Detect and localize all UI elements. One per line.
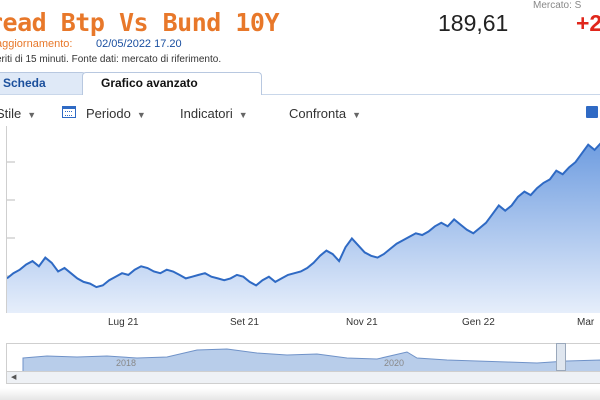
- confronta-dropdown[interactable]: Confronta ▼: [289, 106, 361, 121]
- tab-bar: Scheda Grafico avanzato: [0, 72, 600, 95]
- navigator-year-label: 2018: [116, 358, 137, 368]
- tab-scheda[interactable]: Scheda: [0, 72, 86, 94]
- price-change: +2: [576, 10, 600, 36]
- main-chart-svg: [6, 142, 600, 313]
- bottom-edge: [0, 388, 600, 400]
- update-label: aggiornamento:: [0, 38, 73, 50]
- navigator-svg: [22, 348, 600, 373]
- series-area: [7, 143, 600, 313]
- update-date: 02/05/2022 17.20: [96, 38, 182, 50]
- chart-scrollbar[interactable]: ◀: [6, 371, 600, 384]
- x-tick-label: Lug 21: [108, 317, 139, 328]
- indicatori-label: Indicatori: [180, 106, 233, 121]
- periodo-dropdown[interactable]: Periodo ▼: [86, 106, 146, 121]
- stile-dropdown[interactable]: Stile ▼: [0, 106, 36, 121]
- navigator-chart[interactable]: [6, 343, 600, 373]
- periodo-label: Periodo: [86, 106, 131, 121]
- page-title: read Btp Vs Bund 10Y: [0, 8, 280, 37]
- chevron-down-icon: ▼: [352, 110, 362, 120]
- chevron-down-icon: ▼: [136, 110, 146, 120]
- chart-toolbar: Stile ▼ Periodo ▼ Indicatori ▼ Confronta ▼: [0, 100, 600, 126]
- x-tick-label: Gen 22: [462, 317, 495, 328]
- stile-label: Stile: [0, 106, 22, 121]
- scroll-left-icon[interactable]: ◀: [11, 374, 17, 381]
- x-axis: Lug 21 Set 21 Nov 21 Gen 22 Mar: [0, 313, 600, 331]
- delay-note: eriti di 15 minuti. Fonte dati: mercato …: [0, 54, 222, 65]
- market-label: Mercato: S: [533, 0, 582, 11]
- chevron-down-icon: ▼: [238, 110, 248, 120]
- price-value: 189,61: [438, 10, 509, 36]
- navigator-handle[interactable]: [556, 343, 566, 371]
- chevron-down-icon: ▼: [27, 110, 37, 120]
- x-tick-label: Set 21: [230, 317, 259, 328]
- x-tick-label: Nov 21: [346, 317, 378, 328]
- calendar-icon[interactable]: [62, 106, 76, 118]
- navigator-year-label: 2020: [384, 358, 405, 368]
- main-chart[interactable]: [6, 126, 600, 313]
- export-icon[interactable]: [586, 106, 598, 118]
- x-tick-label: Mar: [577, 317, 595, 328]
- tab-grafico-avanzato[interactable]: Grafico avanzato: [82, 72, 262, 95]
- navigator-area: [22, 348, 600, 373]
- confronta-label: Confronta: [289, 106, 347, 121]
- indicatori-dropdown[interactable]: Indicatori ▼: [180, 106, 248, 121]
- series-line: [6, 142, 600, 289]
